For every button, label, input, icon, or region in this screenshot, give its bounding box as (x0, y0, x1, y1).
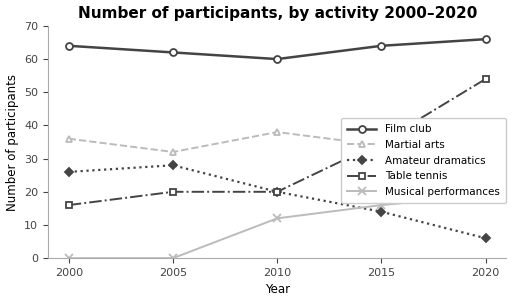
Line: Film club: Film club (66, 36, 489, 63)
Martial arts (378, 143, 385, 147)
Amateur dramatics (274, 190, 280, 194)
Musical performances (170, 256, 176, 260)
Title: Number of participants, by activity 2000–2020: Number of participants, by activity 2000… (77, 5, 477, 21)
Amateur dramatics (378, 210, 385, 214)
Amateur dramatics (482, 236, 488, 240)
Amateur dramatics (170, 163, 176, 167)
Y-axis label: Number of participants: Number of participants (6, 73, 18, 210)
Line: Musical performances: Musical performances (65, 191, 490, 262)
Table tennis (170, 190, 176, 194)
Martial arts (274, 130, 280, 134)
Martial arts (66, 137, 72, 140)
Martial arts (170, 150, 176, 154)
Film club (482, 37, 488, 41)
Amateur dramatics (66, 170, 72, 174)
Film club (66, 44, 72, 48)
Musical performances (378, 203, 385, 207)
Film club (170, 51, 176, 54)
Musical performances (482, 193, 488, 197)
Musical performances (66, 256, 72, 260)
Martial arts (482, 137, 488, 140)
X-axis label: Year: Year (265, 284, 290, 297)
Legend: Film club, Martial arts, Amateur dramatics, Table tennis, Musical performances: Film club, Martial arts, Amateur dramati… (341, 118, 506, 203)
Line: Amateur dramatics: Amateur dramatics (66, 162, 488, 241)
Line: Martial arts: Martial arts (66, 129, 489, 156)
Table tennis (66, 203, 72, 207)
Table tennis (482, 77, 488, 81)
Line: Table tennis: Table tennis (66, 76, 489, 209)
Musical performances (274, 217, 280, 220)
Film club (274, 57, 280, 61)
Film club (378, 44, 385, 48)
Table tennis (378, 140, 385, 144)
Table tennis (274, 190, 280, 194)
